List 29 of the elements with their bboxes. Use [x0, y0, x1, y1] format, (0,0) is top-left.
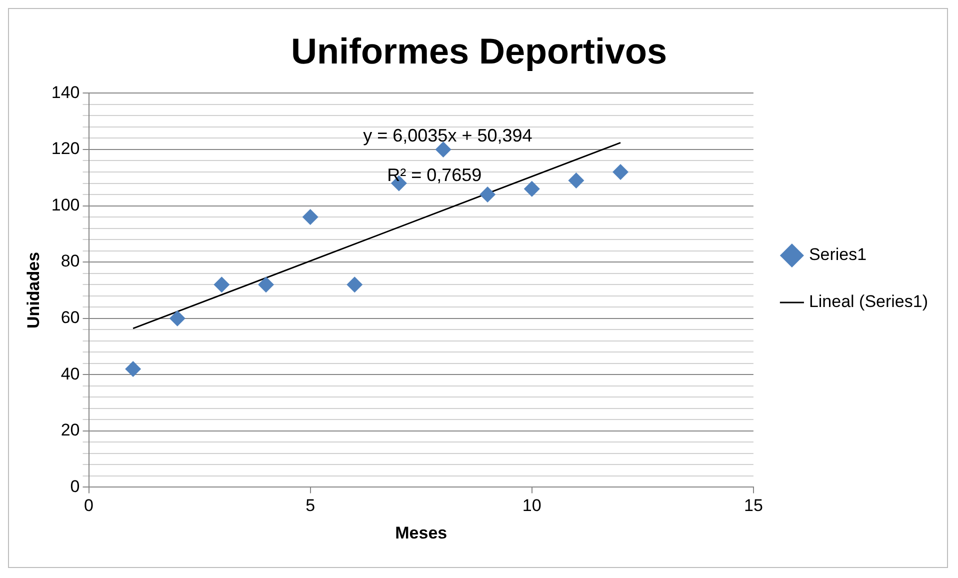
x-tick-label: 0	[84, 496, 94, 516]
point	[214, 276, 230, 293]
point	[480, 186, 496, 203]
y-tick-label: 80	[60, 252, 80, 271]
y-axis-title: Unidades	[24, 252, 43, 328]
x-tick-label: 10	[522, 496, 542, 516]
y-tick-label: 40	[60, 364, 80, 384]
point	[568, 172, 584, 188]
chart-title: Uniformes Deportivos	[290, 30, 668, 72]
y-tick-label: 100	[51, 195, 80, 214]
legend-label: Lineal (Series1)	[808, 292, 928, 312]
point	[258, 276, 274, 293]
y-tick-label: 60	[60, 308, 80, 328]
annotation: y = 6,0035x + 50,394	[363, 126, 532, 146]
y-tick-label: 140	[51, 82, 80, 102]
point	[346, 276, 363, 293]
legend-label: Series1	[808, 245, 867, 264]
point	[169, 310, 186, 326]
point	[612, 164, 629, 180]
x-tick-label: 15	[744, 496, 763, 516]
y-tick-label: 20	[60, 420, 80, 440]
x-tick-label: 5	[306, 496, 316, 516]
x-axis-title: Meses	[395, 523, 448, 542]
point	[524, 180, 540, 197]
y-tick-label: 120	[51, 139, 80, 158]
point	[125, 361, 142, 377]
annotation: R² = 0,7659	[387, 164, 482, 185]
y-tick-label: 0	[70, 476, 80, 496]
point	[302, 209, 318, 226]
